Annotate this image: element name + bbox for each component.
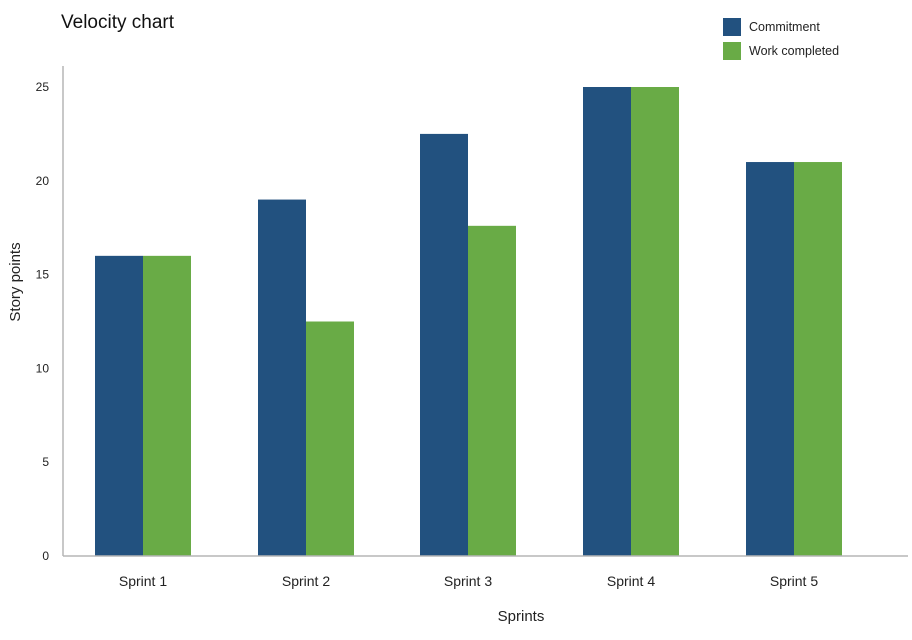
bar-work-completed-sprint-4 <box>631 87 679 556</box>
y-tick-label-5: 5 <box>42 455 49 469</box>
y-tick-label-25: 25 <box>36 80 50 94</box>
legend-swatch-work-completed <box>723 42 741 60</box>
bar-work-completed-sprint-2 <box>306 321 354 556</box>
y-tick-label-20: 20 <box>36 174 50 188</box>
legend: Commitment Work completed <box>723 15 839 63</box>
y-tick-label-10: 10 <box>36 361 50 375</box>
bar-commitment-sprint-5 <box>746 162 794 557</box>
x-tick-labels: Sprint 1 Sprint 2 Sprint 3 Sprint 4 Sprint 5 <box>119 573 818 589</box>
y-tick-label-0: 0 <box>42 549 49 563</box>
x-axis-title: Sprints <box>498 608 545 625</box>
bars-group <box>95 87 842 557</box>
x-tick-label-sprint-1: Sprint 1 <box>119 573 167 589</box>
x-tick-label-sprint-3: Sprint 3 <box>444 573 492 589</box>
x-tick-label-sprint-4: Sprint 4 <box>607 573 655 589</box>
y-axis-title: Story points <box>7 242 24 321</box>
legend-item-commitment: Commitment <box>723 15 839 39</box>
x-tick-label-sprint-5: Sprint 5 <box>770 573 818 589</box>
legend-swatch-commitment <box>723 18 741 36</box>
y-tick-labels: 0 5 10 15 20 25 <box>36 80 50 563</box>
legend-item-work-completed: Work completed <box>723 39 839 63</box>
bar-commitment-sprint-3 <box>420 133 468 556</box>
bar-work-completed-sprint-5 <box>794 162 842 557</box>
legend-label-work-completed: Work completed <box>749 44 840 58</box>
bar-work-completed-sprint-3 <box>468 225 516 556</box>
bar-commitment-sprint-1 <box>95 255 143 556</box>
bar-commitment-sprint-4 <box>583 87 631 556</box>
legend-label-commitment: Commitment <box>749 20 820 34</box>
bar-work-completed-sprint-1 <box>143 255 191 556</box>
bar-commitment-sprint-2 <box>258 199 306 556</box>
y-tick-label-15: 15 <box>36 268 50 282</box>
x-tick-label-sprint-2: Sprint 2 <box>282 573 330 589</box>
chart-title: Velocity chart <box>61 12 174 33</box>
